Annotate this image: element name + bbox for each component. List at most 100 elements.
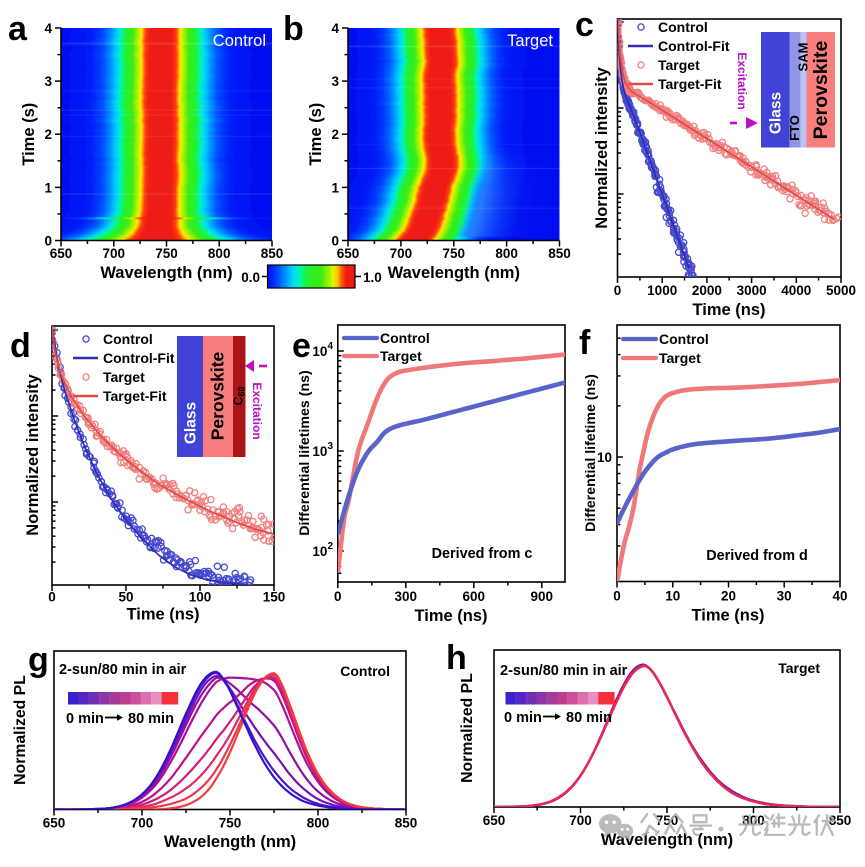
svg-text:800: 800 xyxy=(495,246,518,261)
svg-text:e: e xyxy=(292,327,311,365)
svg-text:0.0: 0.0 xyxy=(241,270,260,285)
svg-text:Control: Control xyxy=(103,331,153,347)
svg-text:g: g xyxy=(28,641,49,679)
svg-text:0: 0 xyxy=(613,589,621,604)
svg-text:4: 4 xyxy=(44,21,52,36)
svg-text:4: 4 xyxy=(331,21,339,36)
svg-text:900: 900 xyxy=(531,589,554,604)
svg-text:2: 2 xyxy=(44,127,52,142)
svg-text:Target: Target xyxy=(778,660,820,676)
svg-text:Wavelength (nm): Wavelength (nm) xyxy=(601,831,733,849)
svg-text:700: 700 xyxy=(103,246,126,261)
svg-text:100: 100 xyxy=(189,590,212,605)
svg-text:c: c xyxy=(575,6,594,44)
svg-text:Derived from c: Derived from c xyxy=(432,546,533,562)
svg-text:h: h xyxy=(446,639,467,677)
svg-text:Target-Fit: Target-Fit xyxy=(103,388,167,404)
svg-text:0 min: 0 min xyxy=(504,710,542,726)
svg-text:850: 850 xyxy=(395,816,418,831)
svg-text:Target-Fit: Target-Fit xyxy=(658,76,722,92)
svg-text:850: 850 xyxy=(829,813,852,828)
svg-text:Normalized intensity: Normalized intensity xyxy=(24,373,42,535)
svg-text:Control: Control xyxy=(213,32,266,50)
svg-text:a: a xyxy=(8,10,28,48)
svg-text:80 min: 80 min xyxy=(128,711,174,727)
svg-text:Control: Control xyxy=(340,663,390,679)
svg-text:0: 0 xyxy=(614,283,622,298)
svg-text:700: 700 xyxy=(390,246,413,261)
svg-text:Target: Target xyxy=(380,348,422,364)
svg-text:Control-Fit: Control-Fit xyxy=(103,350,175,366)
svg-text:800: 800 xyxy=(307,816,330,831)
svg-text:Target: Target xyxy=(658,57,700,73)
svg-text:50: 50 xyxy=(118,590,133,605)
svg-text:800: 800 xyxy=(208,246,231,261)
svg-text:Glass: Glass xyxy=(183,402,200,444)
svg-text:Control-Fit: Control-Fit xyxy=(658,38,730,54)
svg-text:Time (ns): Time (ns) xyxy=(692,301,765,319)
svg-text:Differential lifetimes (ns): Differential lifetimes (ns) xyxy=(297,370,313,536)
svg-text:40: 40 xyxy=(832,589,847,604)
svg-text:700: 700 xyxy=(131,816,154,831)
svg-text:1: 1 xyxy=(331,180,339,195)
svg-text:Time (s): Time (s) xyxy=(307,103,325,166)
svg-text:Time (s): Time (s) xyxy=(20,103,38,166)
svg-text:Perovskite: Perovskite xyxy=(208,351,228,440)
svg-text:d: d xyxy=(10,327,31,365)
svg-text:2-sun/80 min in air: 2-sun/80 min in air xyxy=(59,662,187,678)
svg-text:Time (ns): Time (ns) xyxy=(126,606,199,624)
svg-text:4000: 4000 xyxy=(781,283,811,298)
svg-text:10: 10 xyxy=(597,450,612,465)
svg-text:Control: Control xyxy=(659,331,709,347)
svg-text:0: 0 xyxy=(44,234,52,249)
svg-text:650: 650 xyxy=(50,246,73,261)
svg-text:1.0: 1.0 xyxy=(363,270,382,285)
svg-text:Normalized PL: Normalized PL xyxy=(12,675,29,785)
svg-text:750: 750 xyxy=(443,246,466,261)
svg-text:2000: 2000 xyxy=(692,283,722,298)
svg-text:Wavelength (nm): Wavelength (nm) xyxy=(164,833,296,851)
svg-text:750: 750 xyxy=(219,816,242,831)
svg-text:Perovskite: Perovskite xyxy=(810,41,832,140)
svg-text:Control: Control xyxy=(380,330,430,346)
svg-text:20: 20 xyxy=(721,589,736,604)
svg-text:Target: Target xyxy=(507,32,553,50)
svg-text:Wavelength (nm): Wavelength (nm) xyxy=(388,264,520,282)
svg-text:2: 2 xyxy=(331,127,339,142)
svg-text:30: 30 xyxy=(777,589,792,604)
svg-text:Time (ns): Time (ns) xyxy=(414,607,487,625)
svg-text:0: 0 xyxy=(331,234,339,249)
svg-text:700: 700 xyxy=(569,813,592,828)
svg-text:Normalized intensity: Normalized intensity xyxy=(593,66,611,228)
svg-text:5000: 5000 xyxy=(826,283,856,298)
svg-text:Excitation: Excitation xyxy=(250,382,264,439)
svg-text:Wavelength (nm): Wavelength (nm) xyxy=(100,264,232,282)
svg-text:f: f xyxy=(579,324,591,362)
svg-text:10: 10 xyxy=(665,589,680,604)
svg-text:80 min: 80 min xyxy=(566,710,612,726)
svg-text:1: 1 xyxy=(44,180,52,195)
svg-text:3: 3 xyxy=(331,74,339,89)
svg-text:Derived from d: Derived from d xyxy=(706,548,808,564)
svg-text:0: 0 xyxy=(334,589,342,604)
svg-text:Glass: Glass xyxy=(768,92,785,134)
svg-text:Excitation: Excitation xyxy=(735,52,749,109)
svg-text:b: b xyxy=(283,10,304,48)
svg-text:650: 650 xyxy=(43,816,66,831)
svg-text:650: 650 xyxy=(483,813,506,828)
svg-text:850: 850 xyxy=(548,246,571,261)
svg-text:3000: 3000 xyxy=(737,283,767,298)
svg-text:850: 850 xyxy=(261,246,284,261)
svg-text:600: 600 xyxy=(463,589,486,604)
svg-text:Differential lifetime (ns): Differential lifetime (ns) xyxy=(583,374,599,532)
svg-text:Control: Control xyxy=(658,19,708,35)
svg-text:650: 650 xyxy=(337,246,360,261)
svg-text:300: 300 xyxy=(395,589,418,604)
svg-text:0 min: 0 min xyxy=(66,711,104,727)
svg-text:Target: Target xyxy=(103,369,145,385)
svg-text:Time (ns): Time (ns) xyxy=(691,607,764,625)
svg-text:150: 150 xyxy=(263,590,286,605)
svg-text:Target: Target xyxy=(659,350,701,366)
svg-text:2-sun/80 min in air: 2-sun/80 min in air xyxy=(500,663,628,679)
svg-text:FTO: FTO xyxy=(787,115,802,141)
